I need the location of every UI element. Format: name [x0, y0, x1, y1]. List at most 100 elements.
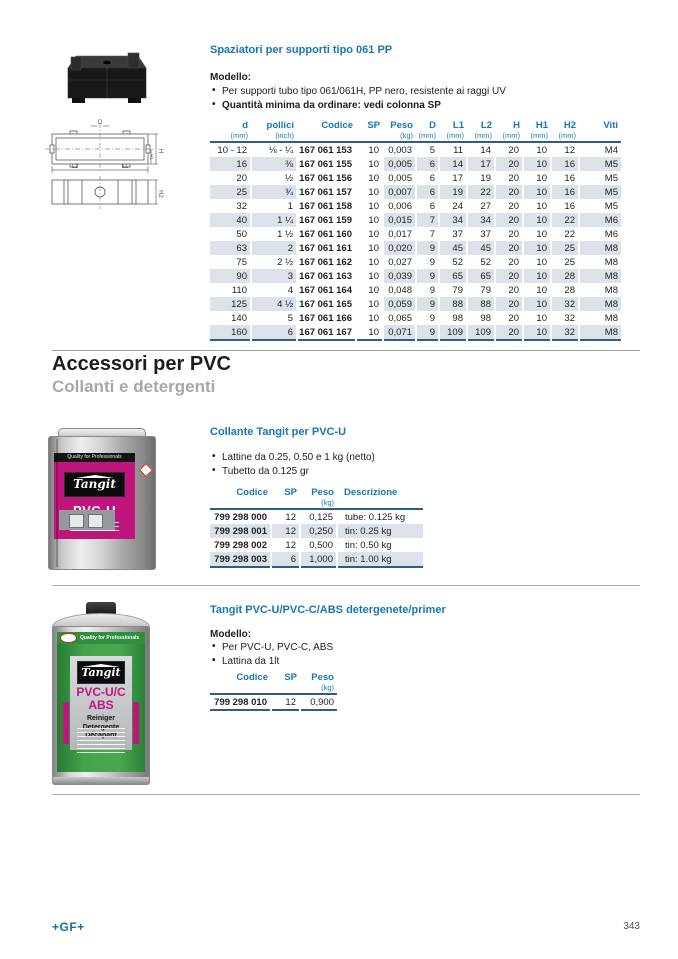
table-cell: 10	[355, 185, 383, 199]
table-row: 160 6 167 061 167 10 0,071 9 109 109 20 10 32 M8	[210, 325, 621, 340]
table-cell: 799 298 003	[210, 552, 271, 567]
table-cell: 20	[494, 325, 523, 340]
can-quality-band: Quality for Professionals	[57, 632, 145, 644]
table-cell: 20	[494, 269, 523, 283]
gf-logo: +GF+	[52, 920, 85, 934]
table-cell: 12	[270, 524, 300, 538]
table-row: 25 ¾ 167 061 157 10 0,007 6 19 22 20 10 16 M5	[210, 185, 621, 199]
section-divider	[52, 585, 640, 586]
table-row: 799 298 001 12 0,250 tin: 0.25 kg	[210, 524, 423, 538]
table-cell: 6	[415, 185, 439, 199]
table-cell: 20	[494, 171, 523, 185]
table-cell: 10	[522, 283, 551, 297]
section-title-spacers: Spaziatori per supporti tipo 061 PP	[210, 44, 393, 56]
glue-bullet-list: Lattine da 0.25, 0.50 e 1 kg (netto) Tub…	[210, 450, 630, 479]
table-cell: 109	[466, 325, 495, 340]
can-finetext	[77, 728, 125, 756]
table-row: 90 3 167 061 163 10 0,039 9 65 65 20 10 28 M8	[210, 269, 621, 283]
label-accent	[63, 702, 69, 744]
page-number: 343	[623, 921, 640, 932]
table-cell: 109	[438, 325, 467, 340]
cleaner-bullet-list: Per PVC-U, PVC-C, ABS Lattina da 1lt	[210, 640, 630, 669]
henkel-logo-oval	[60, 633, 77, 643]
table-cell: 16	[550, 185, 579, 199]
column-header: Codice	[210, 672, 271, 695]
table-cell: 20	[494, 227, 523, 241]
table-cell: M4	[578, 142, 621, 157]
table-cell: 32	[550, 311, 579, 325]
table-cell: 10	[522, 297, 551, 311]
column-header: Peso (kg)	[383, 120, 416, 143]
table-cell: 1	[250, 199, 297, 213]
table-cell: M8	[578, 297, 621, 311]
table-cell: 65	[466, 269, 495, 283]
can-label: Tangit PVC-U	[54, 462, 135, 539]
table-cell: ⅜	[250, 157, 297, 171]
table-cell: 10	[522, 171, 551, 185]
table-cell: 98	[438, 311, 467, 325]
table-cell: 0,065	[382, 311, 416, 325]
table-cell: 28	[550, 283, 579, 297]
table-cell: 167 061 155	[296, 157, 356, 171]
can-quality-band: Quality for Professionals	[54, 453, 135, 462]
table-cell: 6	[415, 199, 439, 213]
table-cell: ¾	[250, 185, 297, 199]
table-cell: 9	[415, 283, 439, 297]
table-cell: 65	[438, 269, 467, 283]
table-cell: 9	[415, 255, 439, 269]
table-cell: 25	[550, 255, 579, 269]
table-cell: 37	[466, 227, 495, 241]
table-cell: M5	[578, 199, 621, 213]
dim-label-h1: H1	[149, 154, 154, 160]
table-cell: 4	[250, 283, 297, 297]
table-cell: 12	[550, 142, 579, 157]
table-cell: 10	[522, 157, 551, 171]
table-cell: 160	[210, 325, 251, 340]
table-cell: 11	[438, 142, 467, 157]
column-header: H2 (mm)	[551, 120, 579, 143]
table-cell: 20	[494, 185, 523, 199]
dim-label-h: H	[157, 149, 163, 153]
can-body: Quality for Professionals Tangit PVC-U	[48, 436, 156, 570]
table-cell: 10	[522, 227, 551, 241]
footer-divider	[52, 794, 640, 795]
table-cell: 32	[550, 297, 579, 311]
table-cell: 799 298 010	[214, 696, 267, 708]
table-cell: 25	[210, 185, 251, 199]
table-cell: 40	[210, 213, 251, 227]
table-cell: 20	[494, 297, 523, 311]
table-cell: 0,005	[382, 171, 416, 185]
column-header: Descrizione	[337, 487, 423, 510]
table-cell: 45	[438, 241, 467, 255]
table-cell: 0,015	[382, 213, 416, 227]
table-row: 799 298 002 12 0,500 tin: 0.50 kg	[210, 538, 423, 552]
section-title-cleaner: Tangit PVC-U/PVC-C/ABS detergenete/prime…	[210, 604, 446, 616]
table-cell: 1 ½	[250, 227, 297, 241]
table-cell: 6	[270, 552, 300, 567]
table-row: 799 298 010 12 0,900	[210, 694, 337, 710]
column-header: Peso (kg)	[300, 672, 337, 695]
bullet-item: Per PVC-U, PVC-C, ABS	[210, 640, 630, 655]
table-cell: 2 ½	[250, 255, 297, 269]
table-cell: 140	[231, 312, 247, 324]
table-cell: M8	[578, 241, 621, 255]
table-cell: M8	[578, 311, 621, 325]
can-label: Tangit PVC-U/C ABS Reiniger Detergente D…	[57, 644, 145, 772]
table-cell: 27	[466, 199, 495, 213]
table-cell: 3	[250, 269, 297, 283]
column-header: Peso (kg)	[300, 487, 337, 510]
table-cell: 12	[270, 694, 300, 710]
table-row: 799 298 003 6 1,000 tin: 1.00 kg	[210, 552, 423, 567]
table-cell: M5	[578, 185, 621, 199]
table-cell: 10 - 12	[217, 144, 247, 156]
page-subheading: Collanti e detergenti	[52, 377, 216, 396]
table-cell: 17	[438, 171, 467, 185]
table-cell: 32	[550, 325, 579, 340]
table-cell: 45	[466, 241, 495, 255]
table-cell: 50	[236, 228, 247, 240]
table-cell: 9	[415, 241, 439, 255]
table-cell: 10	[355, 283, 383, 297]
table-cell: 32	[236, 200, 247, 212]
table-cell: 10	[355, 199, 383, 213]
table-cell: 9	[415, 269, 439, 283]
